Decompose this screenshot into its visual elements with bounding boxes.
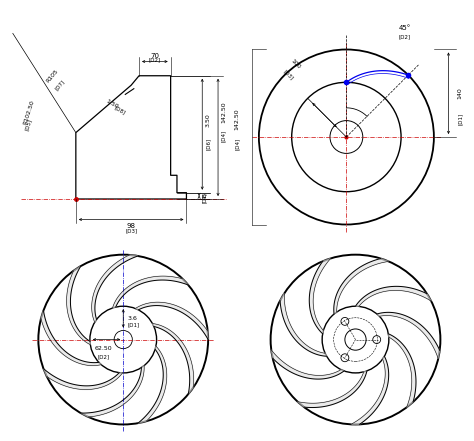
Text: [D8]: [D8] [114, 105, 127, 116]
Polygon shape [81, 366, 144, 417]
Text: [D1]: [D1] [128, 322, 140, 327]
Text: [D1]: [D1] [457, 113, 463, 125]
Text: [D3]: [D3] [125, 228, 137, 233]
Polygon shape [377, 312, 440, 359]
Text: 45: 45 [202, 192, 207, 199]
Polygon shape [309, 258, 331, 334]
Polygon shape [91, 255, 138, 322]
Polygon shape [298, 371, 367, 407]
Polygon shape [41, 310, 101, 366]
Polygon shape [334, 258, 389, 314]
Text: 98: 98 [127, 223, 136, 229]
Text: 142.50: 142.50 [235, 108, 239, 130]
Polygon shape [44, 369, 122, 389]
Text: [D7]: [D7] [54, 79, 66, 91]
Text: [D2]: [D2] [98, 354, 109, 359]
Text: 62.50: 62.50 [95, 346, 112, 351]
Text: 1.50: 1.50 [105, 99, 119, 110]
Polygon shape [112, 276, 188, 308]
Text: [D4]: [D4] [221, 130, 226, 142]
Text: [D2]: [D2] [149, 57, 161, 62]
Text: [D2]: [D2] [399, 34, 411, 39]
Polygon shape [351, 356, 389, 424]
Text: 70: 70 [150, 53, 159, 59]
Polygon shape [271, 350, 344, 379]
Text: R102.50: R102.50 [22, 99, 35, 125]
Polygon shape [356, 286, 431, 306]
Text: [D5]: [D5] [24, 118, 33, 131]
Text: 3.6: 3.6 [128, 316, 137, 321]
Text: [D4]: [D4] [235, 138, 239, 150]
Text: 142.50: 142.50 [221, 101, 226, 123]
Polygon shape [138, 346, 167, 423]
Text: 45°: 45° [399, 25, 411, 30]
Polygon shape [135, 302, 208, 340]
Text: R105: R105 [45, 68, 59, 83]
Text: [D3]: [D3] [282, 69, 294, 81]
Polygon shape [153, 324, 194, 394]
Text: [D1]: [D1] [202, 192, 207, 203]
Polygon shape [388, 334, 416, 407]
Text: 140: 140 [457, 87, 463, 99]
Text: 3.50: 3.50 [205, 113, 210, 127]
Polygon shape [280, 293, 327, 356]
Text: [D6]: [D6] [205, 138, 210, 150]
Polygon shape [67, 266, 90, 345]
Text: 100: 100 [290, 58, 301, 70]
